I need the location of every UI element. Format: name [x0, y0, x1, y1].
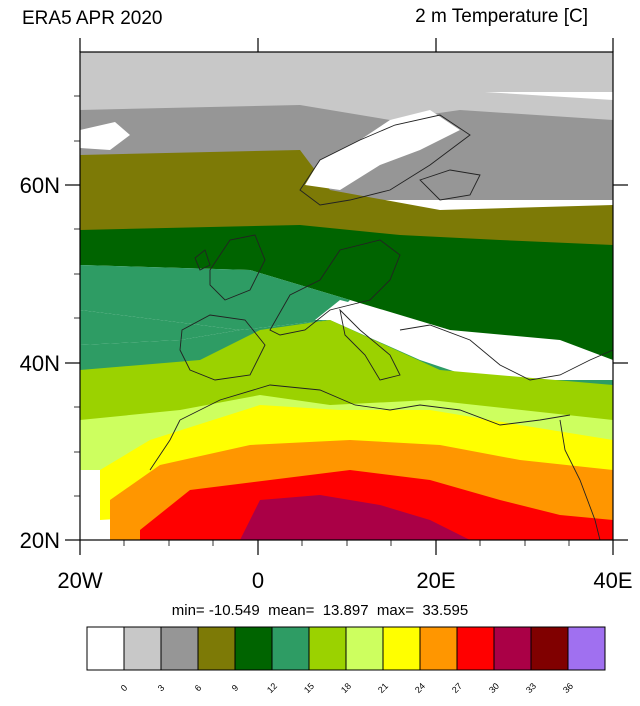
colorbar-box-8: [382, 626, 421, 671]
colorbar-box-0: [86, 626, 125, 671]
colorbar-box-4: [234, 626, 273, 671]
x-tick-20w: 20W: [57, 568, 103, 593]
y-tick-20n: 20N: [19, 528, 60, 553]
band-darkgreen: [80, 225, 613, 360]
y-tick-60n: 60N: [19, 173, 60, 198]
colorbar-box-9: [419, 626, 458, 671]
coastlines: [149, 114, 614, 541]
iceland-snow: [80, 122, 130, 150]
plot-title-right: 2 m Temperature [C]: [415, 6, 588, 27]
scandinavia-snow: [305, 110, 460, 190]
temperature-field: [80, 52, 614, 541]
band-olive: [80, 150, 613, 250]
minor-tick-marks: [74, 95, 570, 546]
plot-title-left: ERA5 APR 2020: [22, 8, 163, 29]
colorbar-box-12: [530, 626, 569, 671]
colorbar-box-6: [308, 626, 347, 671]
colorbar-box-10: [456, 626, 495, 671]
y-tick-40n: 40N: [19, 351, 60, 376]
colorbar-box-11: [493, 626, 532, 671]
colorbar-box-5: [271, 626, 310, 671]
x-tick-40e: 40E: [593, 568, 633, 593]
colorbar-box-13: [567, 626, 606, 671]
band-crimson: [240, 495, 470, 540]
colorbar-box-1: [123, 626, 162, 671]
plot-frame: [79, 51, 614, 541]
colorbar-box-7: [345, 626, 384, 671]
colorbar-box-2: [160, 626, 199, 671]
colorbar-box-3: [197, 626, 236, 671]
band-mediumgreen: [80, 265, 350, 330]
tick-marks: [65, 38, 628, 555]
x-tick-0: 0: [251, 568, 265, 593]
statistics-text: min= -10.549 mean= 13.897 max= 33.595: [171, 602, 469, 619]
x-tick-20e: 20E: [416, 568, 456, 593]
